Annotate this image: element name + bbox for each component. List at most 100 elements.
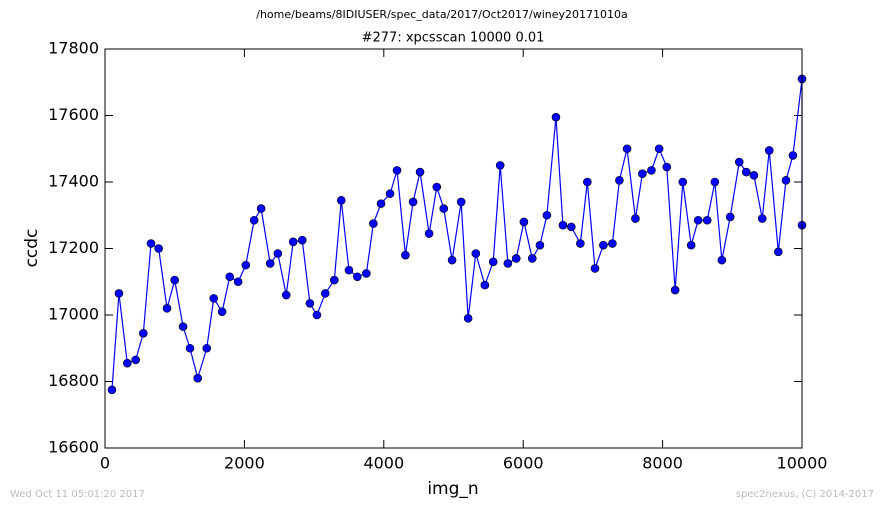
data-point — [527, 254, 537, 263]
y-axis-label: ccdc — [22, 229, 42, 268]
data-point — [185, 343, 195, 353]
data-point — [702, 215, 712, 225]
data-point — [241, 260, 251, 270]
data-point — [154, 244, 163, 253]
data-point — [336, 195, 346, 205]
data-point — [415, 167, 425, 177]
data-point — [392, 166, 402, 175]
data-point — [647, 166, 656, 175]
data-point — [107, 385, 117, 395]
footer-right: spec2nexus, (C) 2014-2017 — [736, 489, 874, 500]
plot-frame — [104, 48, 803, 449]
data-point — [265, 259, 275, 268]
y-tick-label: 16800 — [48, 371, 99, 390]
x-tick-label: 10000 — [777, 454, 828, 473]
data-point — [717, 255, 727, 265]
data-point — [146, 239, 156, 248]
y-tick-label: 17400 — [48, 172, 99, 191]
data-point — [376, 199, 386, 208]
data-point — [447, 255, 457, 265]
data-point — [542, 210, 552, 220]
data-point — [297, 235, 307, 245]
data-point — [615, 176, 624, 185]
data-point — [362, 269, 371, 278]
footer-left: Wed Oct 11 05:01:20 2017 — [10, 489, 145, 500]
data-point — [662, 162, 672, 172]
data-point — [686, 240, 696, 250]
data-point — [162, 304, 172, 313]
data-point — [463, 314, 473, 323]
data-point — [511, 254, 521, 263]
data-point — [710, 177, 720, 187]
x-tick-label: 2000 — [224, 454, 265, 473]
x-tick-label: 6000 — [503, 454, 544, 473]
data-point — [503, 259, 513, 268]
data-point — [670, 285, 680, 295]
data-point — [385, 189, 395, 198]
data-point — [288, 237, 298, 247]
data-point — [488, 257, 498, 267]
data-point — [583, 177, 592, 187]
data-point — [312, 310, 322, 320]
data-point — [471, 249, 481, 258]
data-point — [631, 214, 640, 223]
data-point — [725, 212, 735, 222]
data-point — [369, 219, 378, 228]
data-point — [225, 272, 235, 282]
data-point — [123, 358, 132, 368]
data-point — [495, 161, 505, 170]
data-point — [424, 229, 434, 238]
data-point — [305, 299, 315, 308]
suptitle: /home/beams/8IDIUSER/spec_data/2017/Oct2… — [256, 8, 628, 21]
data-point — [170, 275, 179, 285]
data-point — [432, 182, 442, 192]
data-point — [233, 277, 243, 287]
x-tick-label: 8000 — [642, 454, 683, 473]
data-point — [344, 265, 354, 275]
data-point — [281, 290, 291, 300]
y-tick-label: 16600 — [48, 438, 99, 457]
data-point — [249, 215, 259, 225]
data-point — [139, 328, 148, 338]
data-point — [551, 112, 561, 122]
data-point — [638, 169, 647, 178]
data-point — [741, 167, 751, 177]
data-point — [114, 289, 124, 298]
data-point — [558, 220, 568, 230]
data-point — [608, 239, 617, 248]
data-point — [330, 275, 339, 285]
data-point — [781, 176, 791, 185]
data-point — [353, 272, 362, 282]
data-point — [408, 197, 418, 207]
data-point — [273, 249, 283, 258]
data-point — [566, 222, 576, 232]
x-tick-label: 4000 — [363, 454, 404, 473]
data-point — [178, 322, 188, 331]
data-point — [774, 247, 783, 257]
data-point — [622, 144, 632, 154]
data-point — [757, 214, 767, 223]
y-tick-label: 17200 — [48, 238, 99, 257]
data-point — [217, 307, 227, 316]
data-point — [131, 355, 140, 365]
x-tick-label: 0 — [100, 454, 110, 473]
data-point — [480, 280, 490, 290]
y-tick-label: 17600 — [48, 105, 99, 124]
data-point — [788, 151, 798, 160]
data-point — [456, 197, 466, 207]
data-point — [519, 217, 529, 227]
chart-title: #277: xpcsscan 10000 0.01 — [362, 31, 545, 46]
data-point — [599, 240, 608, 250]
x-axis-label: img_n — [427, 479, 478, 499]
data-point — [439, 204, 449, 213]
data-point — [576, 239, 585, 248]
data-point — [209, 294, 219, 303]
y-tick-label: 17000 — [48, 305, 99, 324]
data-point — [320, 289, 330, 298]
data-point — [193, 373, 203, 383]
y-tick-label: 17800 — [48, 39, 99, 58]
data-point — [764, 146, 774, 155]
data-point — [654, 144, 664, 154]
